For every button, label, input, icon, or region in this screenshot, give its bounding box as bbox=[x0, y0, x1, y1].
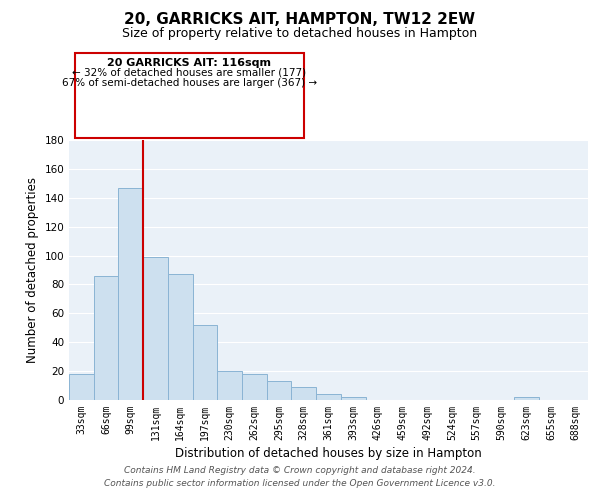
Bar bbox=[242, 374, 267, 400]
Bar bbox=[94, 276, 118, 400]
X-axis label: Distribution of detached houses by size in Hampton: Distribution of detached houses by size … bbox=[175, 447, 482, 460]
Bar bbox=[292, 387, 316, 400]
Bar bbox=[514, 397, 539, 400]
Bar bbox=[341, 397, 365, 400]
Bar bbox=[217, 371, 242, 400]
Bar bbox=[143, 257, 168, 400]
Text: 20, GARRICKS AIT, HAMPTON, TW12 2EW: 20, GARRICKS AIT, HAMPTON, TW12 2EW bbox=[124, 12, 476, 28]
Text: Size of property relative to detached houses in Hampton: Size of property relative to detached ho… bbox=[122, 28, 478, 40]
Bar bbox=[193, 325, 217, 400]
Text: Contains HM Land Registry data © Crown copyright and database right 2024.
Contai: Contains HM Land Registry data © Crown c… bbox=[104, 466, 496, 487]
Bar bbox=[69, 374, 94, 400]
Bar bbox=[168, 274, 193, 400]
Text: 20 GARRICKS AIT: 116sqm: 20 GARRICKS AIT: 116sqm bbox=[107, 58, 271, 68]
Bar bbox=[316, 394, 341, 400]
Text: ← 32% of detached houses are smaller (177): ← 32% of detached houses are smaller (17… bbox=[73, 68, 307, 78]
Bar bbox=[267, 381, 292, 400]
Y-axis label: Number of detached properties: Number of detached properties bbox=[26, 177, 39, 363]
Text: 67% of semi-detached houses are larger (367) →: 67% of semi-detached houses are larger (… bbox=[62, 78, 317, 88]
Bar bbox=[118, 188, 143, 400]
